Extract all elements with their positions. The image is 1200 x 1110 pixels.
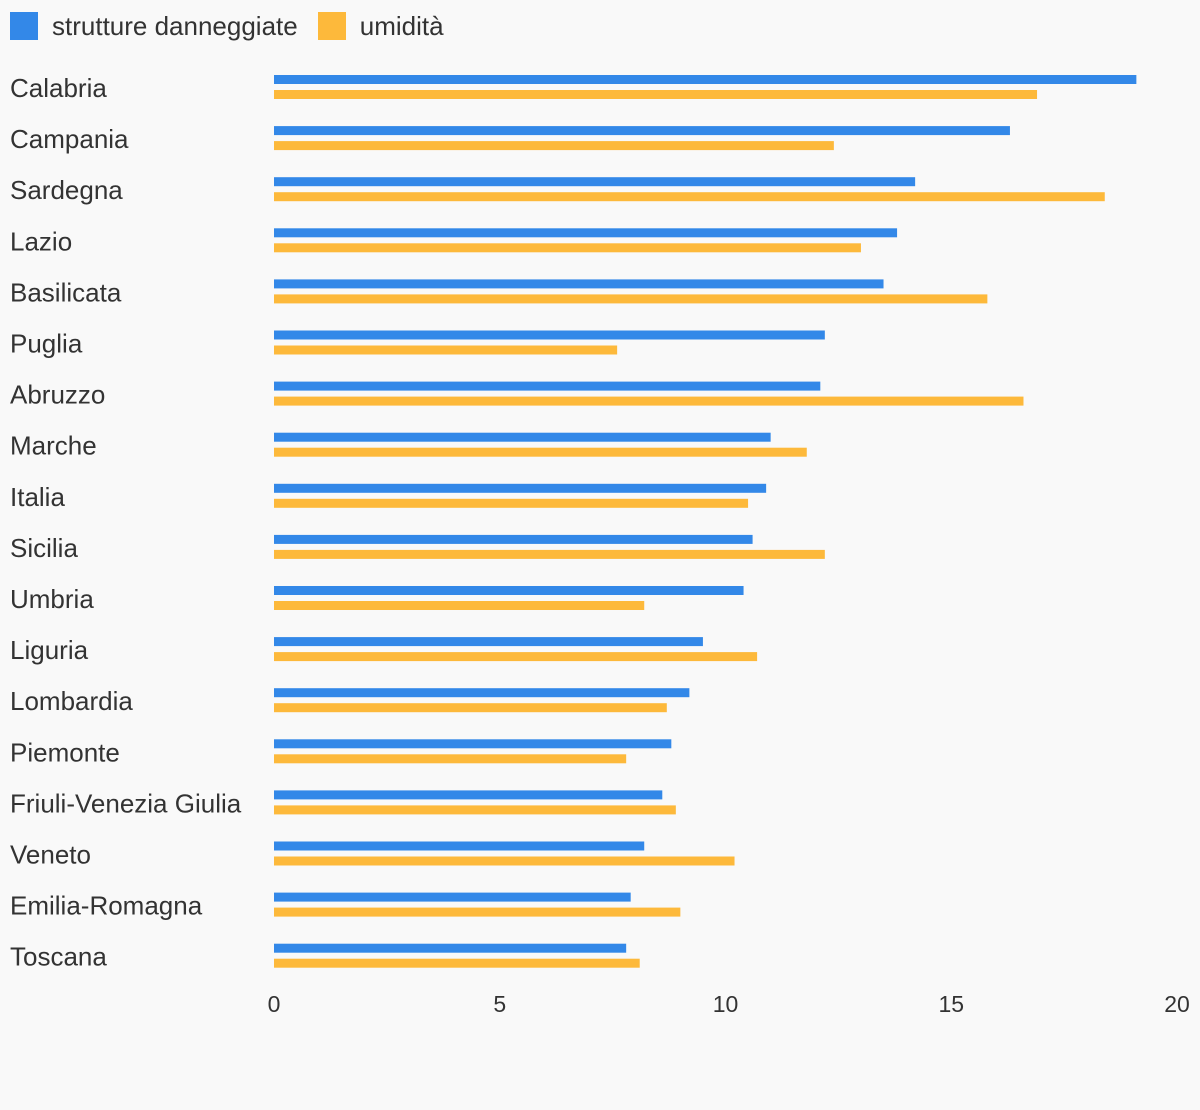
bar-strutture-danneggiate-lombardia[interactable] <box>274 688 690 698</box>
x-tick-label-0: 0 <box>268 991 281 1017</box>
category-label-marche: Marche <box>10 431 97 461</box>
legend-swatch-strutture-danneggiate <box>10 12 38 40</box>
category-label-lombardia: Lombardia <box>10 686 133 716</box>
legend-label-strutture-danneggiate: strutture danneggiate <box>52 10 298 41</box>
bar-strutture-danneggiate-marche[interactable] <box>274 432 771 442</box>
bar-strutture-danneggiate-veneto[interactable] <box>274 841 645 851</box>
category-label-calabria: Calabria <box>10 73 107 103</box>
bar-umidita-liguria[interactable] <box>274 652 758 662</box>
bar-strutture-danneggiate-calabria[interactable] <box>274 75 1137 84</box>
bar-umidita-puglia[interactable] <box>274 345 618 355</box>
bar-umidita-lazio[interactable] <box>274 243 861 253</box>
category-label-emilia-romagna: Emilia-Romagna <box>10 891 203 921</box>
category-label-sardegna: Sardegna <box>10 175 123 205</box>
category-label-basilicata: Basilicata <box>10 277 122 307</box>
category-label-veneto: Veneto <box>10 840 91 870</box>
category-label-umbria: Umbria <box>10 584 94 614</box>
category-label-abruzzo: Abruzzo <box>10 380 105 410</box>
bar-strutture-danneggiate-abruzzo[interactable] <box>274 381 821 391</box>
bar-strutture-danneggiate-sicilia[interactable] <box>274 534 753 544</box>
bar-umidita-italia[interactable] <box>274 498 749 508</box>
bar-strutture-danneggiate-friuli-venezia-giulia[interactable] <box>274 790 663 800</box>
x-tick-label-10: 10 <box>713 991 739 1017</box>
bar-umidita-marche[interactable] <box>274 447 807 457</box>
bar-strutture-danneggiate-piemonte[interactable] <box>274 739 672 749</box>
category-label-toscana: Toscana <box>10 942 107 972</box>
bar-strutture-danneggiate-campania[interactable] <box>274 126 1010 136</box>
bar-strutture-danneggiate-italia[interactable] <box>274 483 767 493</box>
category-label-italia: Italia <box>10 482 65 512</box>
bar-umidita-basilicata[interactable] <box>274 294 988 304</box>
x-tick-label-20: 20 <box>1164 991 1190 1017</box>
bar-umidita-sardegna[interactable] <box>274 192 1105 202</box>
bar-umidita-abruzzo[interactable] <box>274 396 1024 406</box>
bar-strutture-danneggiate-umbria[interactable] <box>274 586 744 595</box>
legend-item-strutture-danneggiate[interactable]: strutture danneggiate <box>10 11 298 42</box>
x-tick-label-15: 15 <box>938 991 964 1017</box>
legend-label-umidita: umidità <box>359 10 444 41</box>
category-label-liguria: Liguria <box>10 635 89 665</box>
bar-strutture-danneggiate-emilia-romagna[interactable] <box>274 892 631 902</box>
bar-umidita-friuli-venezia-giulia[interactable] <box>274 805 676 815</box>
bar-umidita-umbria[interactable] <box>274 601 645 610</box>
bar-umidita-veneto[interactable] <box>274 856 735 866</box>
bar-umidita-calabria[interactable] <box>274 90 1038 99</box>
x-tick-label-5: 5 <box>493 991 506 1017</box>
category-label-campania: Campania <box>10 124 129 154</box>
legend-item-umidita[interactable]: umidità <box>317 10 444 42</box>
category-label-sicilia: Sicilia <box>10 533 78 563</box>
chart-legend: strutture danneggiate umidità <box>10 8 464 44</box>
bar-umidita-piemonte[interactable] <box>274 754 627 764</box>
bar-strutture-danneggiate-liguria[interactable] <box>274 637 703 647</box>
legend-swatch-umidita <box>317 12 346 40</box>
category-label-puglia: Puglia <box>10 329 83 359</box>
bar-umidita-toscana[interactable] <box>274 958 640 968</box>
bar-umidita-lombardia[interactable] <box>274 703 667 713</box>
bar-strutture-danneggiate-basilicata[interactable] <box>274 279 884 289</box>
category-label-piemonte: Piemonte <box>10 737 120 767</box>
bar-umidita-campania[interactable] <box>274 141 834 151</box>
bar-strutture-danneggiate-toscana[interactable] <box>274 943 627 953</box>
bar-strutture-danneggiate-sardegna[interactable] <box>274 177 916 187</box>
bar-strutture-danneggiate-lazio[interactable] <box>274 228 898 238</box>
bar-umidita-sicilia[interactable] <box>274 549 825 559</box>
bar-umidita-emilia-romagna[interactable] <box>274 907 681 917</box>
category-label-lazio: Lazio <box>10 226 72 256</box>
bar-strutture-danneggiate-puglia[interactable] <box>274 330 825 340</box>
category-label-friuli-venezia-giulia: Friuli-Venezia Giulia <box>10 788 242 818</box>
